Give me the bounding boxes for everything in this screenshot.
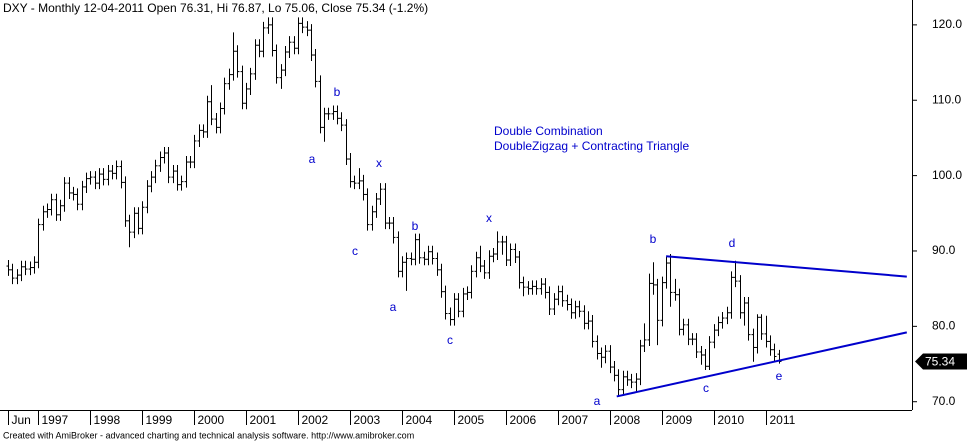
- y-tick-label: 80.0: [932, 319, 956, 333]
- wave-label: b: [412, 219, 419, 233]
- chart-title: DXY - Monthly 12-04-2011 Open 76.31, Hi …: [3, 1, 428, 15]
- x-tick-label: 2008: [614, 413, 641, 427]
- x-tick-label: 2009: [666, 413, 693, 427]
- x-tick-label: 2001: [250, 413, 277, 427]
- trendline: [616, 331, 908, 398]
- wave-label: c: [447, 333, 453, 347]
- x-tick-label: 2005: [458, 413, 485, 427]
- wave-label: a: [309, 152, 316, 166]
- wave-label: x: [376, 156, 382, 170]
- wave-label: x: [486, 211, 492, 225]
- wave-label: a: [594, 394, 601, 408]
- x-tick-label: 2004: [406, 413, 433, 427]
- wave-label: e: [776, 369, 783, 383]
- y-tick-label: 120.0: [932, 17, 962, 31]
- bars: [6, 17, 782, 397]
- x-tick-label: 2007: [562, 413, 589, 427]
- x-tick-label: 1998: [94, 413, 121, 427]
- last-price-tag: [915, 353, 967, 370]
- footer: Created with AmiBroker - advanced charti…: [3, 430, 414, 440]
- y-tick-label: 70.0: [932, 394, 956, 408]
- y-tick-label: 110.0: [932, 92, 961, 106]
- wave-label: c: [703, 381, 709, 395]
- x-tick-label: 2010: [718, 413, 745, 427]
- y-tick-label: 100.0: [932, 168, 962, 182]
- x-tick-label: 2003: [354, 413, 381, 427]
- x-tick-label: 2000: [198, 413, 225, 427]
- title-background: [1, 1, 449, 16]
- annotation: Double Combination: [494, 124, 603, 138]
- wave-label: d: [729, 236, 736, 250]
- x-tick-label: 1999: [146, 413, 173, 427]
- wave-label: b: [334, 85, 341, 99]
- wave-label: c: [352, 244, 358, 258]
- x-tick-label: 2002: [302, 413, 329, 427]
- x-tick-label: Jun: [12, 413, 31, 427]
- x-tick-label: 2011: [770, 413, 796, 427]
- wave-label: b: [650, 232, 657, 246]
- x-tick-label: 2006: [510, 413, 537, 427]
- trendline: [666, 255, 907, 278]
- annotation: DoubleZigzag + Contracting Triangle: [494, 139, 689, 153]
- last-price-label: 75.34: [925, 355, 955, 369]
- wave-label: a: [390, 300, 397, 314]
- y-tick-label: 90.0: [932, 243, 956, 257]
- x-tick-label: 1997: [42, 413, 69, 427]
